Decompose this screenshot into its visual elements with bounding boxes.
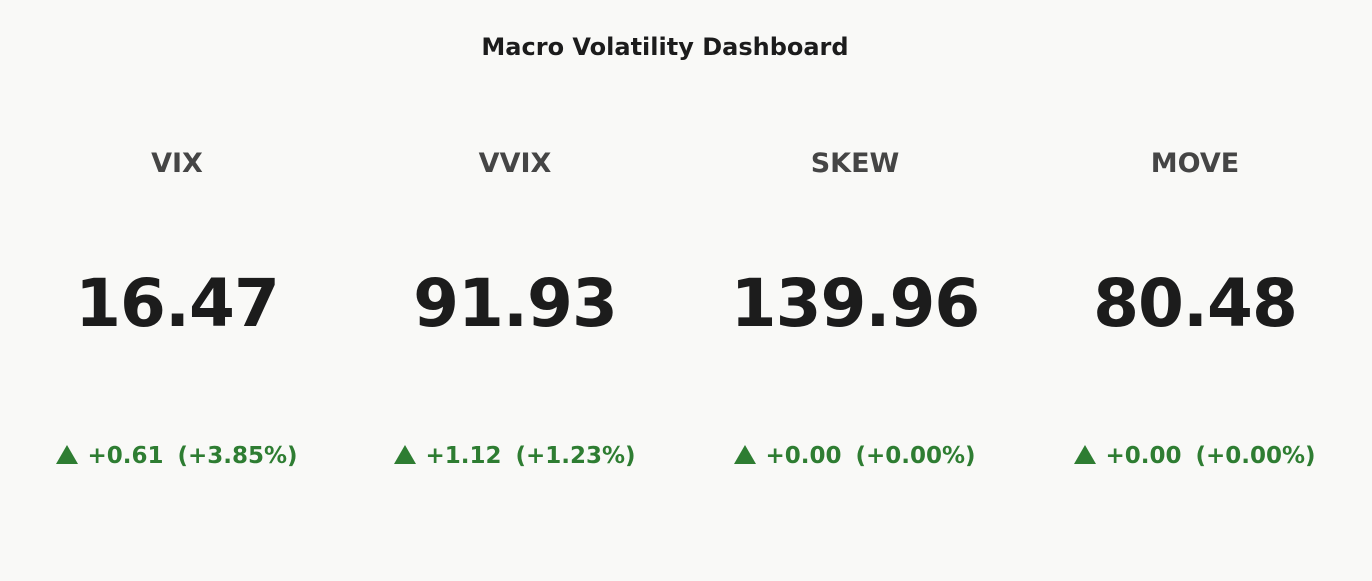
change-abs: +1.12 [425,443,502,469]
metric-value: 91.93 [413,265,618,342]
triangle-up-icon [56,445,79,464]
change-abs: +0.00 [1105,443,1182,469]
metric-card-vix: VIX 16.47 +0.61 (+3.85%) [7,0,347,581]
metric-change: +1.12 (+1.23%) [345,440,685,472]
metric-value: 139.96 [730,265,981,342]
metric-label: SKEW [810,148,900,179]
metric-change: +0.00 (+0.00%) [1025,440,1365,472]
change-abs: +0.61 [87,443,164,469]
metric-value: 16.47 [75,265,280,342]
metric-change: +0.00 (+0.00%) [685,440,1025,472]
metric-label: VIX [151,148,203,179]
change-pct: (+0.00%) [1195,443,1316,469]
metric-card-vvix: VVIX 91.93 +1.12 (+1.23%) [345,0,685,581]
triangle-up-icon [1074,445,1097,464]
metric-label: VVIX [478,148,552,179]
metric-change: +0.61 (+3.85%) [7,440,347,472]
change-abs: +0.00 [765,443,842,469]
dashboard-title: Macro Volatility Dashboard [481,33,849,61]
change-pct: (+1.23%) [515,443,636,469]
metric-card-move: MOVE 80.48 +0.00 (+0.00%) [1025,0,1365,581]
change-pct: (+0.00%) [855,443,976,469]
triangle-up-icon [734,445,757,464]
metric-card-skew: SKEW 139.96 +0.00 (+0.00%) [685,0,1025,581]
change-pct: (+3.85%) [177,443,298,469]
triangle-up-icon [394,445,417,464]
metric-value: 80.48 [1093,265,1298,342]
metric-label: MOVE [1150,148,1240,179]
